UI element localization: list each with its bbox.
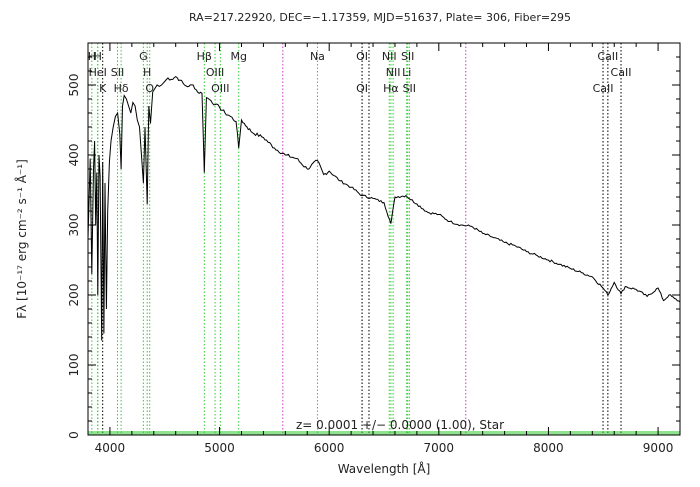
- line-label-1: H: [94, 50, 102, 63]
- spectral-line-markers: [91, 43, 622, 435]
- x-axis-label: Wavelength [Å]: [338, 461, 431, 476]
- y-tick-label-1: 100: [67, 354, 81, 377]
- zero-flux-band: [88, 431, 680, 435]
- line-label-6: G: [139, 50, 148, 63]
- line-label-27: CaII: [593, 82, 614, 95]
- line-label-7: H: [143, 66, 151, 79]
- line-label-2: HeI: [89, 66, 107, 79]
- line-label-5: Hδ: [114, 82, 129, 95]
- line-label-14: Na: [310, 50, 325, 63]
- line-label-26: CaII: [611, 66, 632, 79]
- line-label-21: Li: [402, 66, 411, 79]
- y-axis-label: Fλ [10⁻¹⁷ erg cm⁻² s⁻¹ Å⁻¹]: [14, 159, 29, 319]
- x-tick-label-0: 4000: [95, 441, 126, 455]
- line-label-11: OIII: [211, 82, 229, 95]
- y-tick-label-0: 0: [67, 431, 81, 439]
- y-tick-label-4: 400: [67, 144, 81, 167]
- y-tick-label-3: 300: [67, 214, 81, 237]
- x-axis-ticks: 4000 5000 6000 7000 8000 9000: [95, 43, 674, 455]
- x-tick-label-2: 6000: [314, 441, 345, 455]
- line-label-8: O: [145, 82, 154, 95]
- x-tick-label-5: 9000: [643, 441, 674, 455]
- line-label-3: SII: [111, 66, 124, 79]
- line-label-15: OI: [356, 50, 368, 63]
- line-label-23: SII: [403, 82, 416, 95]
- plot-frame: [87, 42, 681, 436]
- y-axis-ticks: 0 100 200 300 400 500: [67, 56, 680, 439]
- line-label-12: Mg: [230, 50, 246, 63]
- line-label-16: OI: [356, 82, 368, 95]
- redshift-annotation: z= 0.0001 +/− 0.0000 (1.00), Star: [296, 418, 504, 432]
- x-tick-label-4: 8000: [533, 441, 564, 455]
- y-tick-label-5: 500: [67, 74, 81, 97]
- x-tick-label-3: 7000: [424, 441, 455, 455]
- spectrum-line: [87, 75, 681, 341]
- line-label-20: NII: [386, 66, 401, 79]
- line-label-4: K: [99, 82, 107, 95]
- line-label-18: NII: [382, 50, 397, 63]
- x-tick-label-1: 5000: [204, 441, 235, 455]
- y-tick-label-2: 200: [67, 284, 81, 307]
- line-label-22: Hα: [383, 82, 399, 95]
- chart-title: RA=217.22920, DEC=−1.17359, MJD=51637, P…: [189, 11, 571, 24]
- line-label-19: SII: [401, 50, 414, 63]
- line-label-9: Hβ: [197, 50, 212, 63]
- line-label-25: CaII: [597, 50, 618, 63]
- line-label-10: OIII: [206, 66, 224, 79]
